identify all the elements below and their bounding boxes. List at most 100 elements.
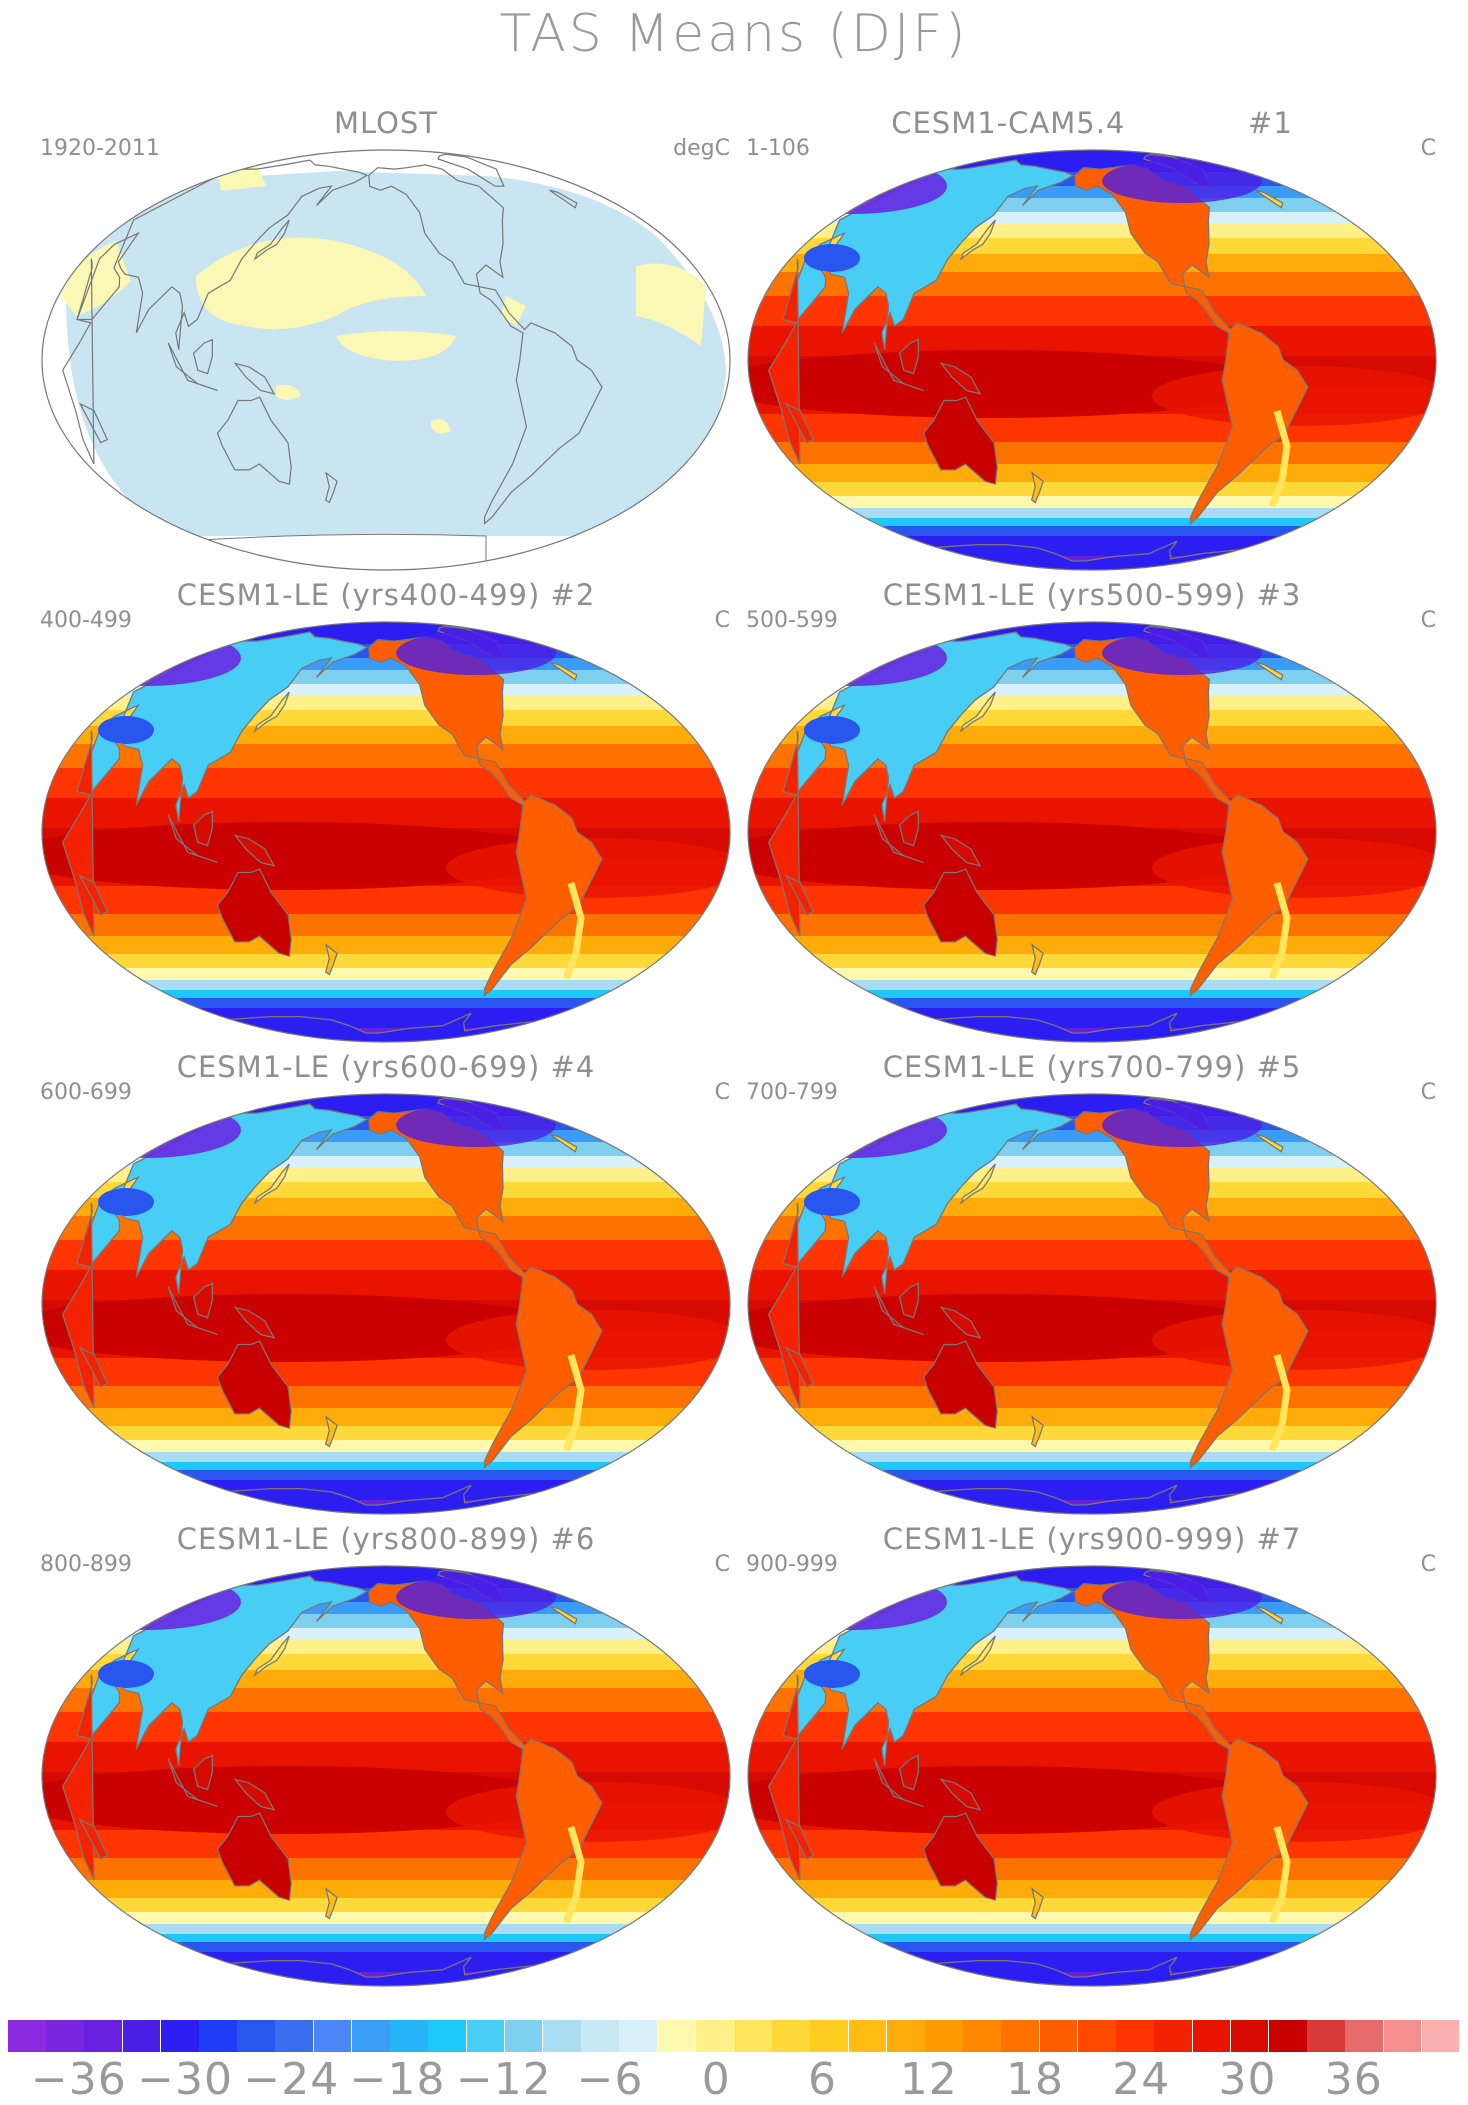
land-newguinea xyxy=(233,834,276,867)
map-border xyxy=(747,1093,1437,1515)
land-newguinea xyxy=(939,834,982,867)
colorbar-swatch xyxy=(428,2020,468,2052)
land-australia xyxy=(216,868,292,957)
land-indonesia1 xyxy=(873,342,924,392)
temperature-band xyxy=(748,1942,1436,1952)
panel-units: C xyxy=(714,1552,730,1577)
land-americas xyxy=(368,1580,603,1942)
coastline-madagascar xyxy=(78,402,109,444)
map-border xyxy=(747,1565,1437,1987)
warm-anomaly-patch xyxy=(61,241,131,316)
land-japan xyxy=(959,219,996,261)
colorbar-swatch xyxy=(542,2020,582,2052)
coastline-australia xyxy=(216,396,292,485)
temperature-band xyxy=(748,1142,1436,1156)
coastline-borneo xyxy=(192,338,213,375)
temperature-band xyxy=(42,1952,730,1972)
map-border xyxy=(747,621,1437,1043)
colorbar-swatch xyxy=(886,2020,926,2052)
panel-model-3: CESM1-LE (yrs500-599) #3 500-599 C xyxy=(742,578,1442,1046)
panel-title-text: CESM1-LE (yrs800-899) xyxy=(176,1522,541,1556)
land-indonesia1 xyxy=(873,1286,924,1336)
land-borneo xyxy=(192,810,213,847)
warm-anomaly-patch xyxy=(431,418,451,434)
panel-period: 700-799 xyxy=(746,1080,838,1105)
land-nz xyxy=(324,943,338,976)
temperature-band xyxy=(748,990,1436,998)
land-indonesia1 xyxy=(167,814,218,864)
land-madagascar xyxy=(78,1818,109,1860)
panel-number: #1 xyxy=(1248,106,1293,140)
panel-title-text: CESM1-LE (yrs500-599) xyxy=(882,578,1247,612)
colorbar-swatch xyxy=(695,2020,735,2052)
map-mlost xyxy=(41,149,731,571)
temperature-band xyxy=(748,1934,1436,1942)
cold-core xyxy=(757,1102,947,1158)
temperature-band xyxy=(748,464,1436,482)
temperature-band xyxy=(748,1880,1436,1898)
tibet-cold-spot xyxy=(98,716,154,744)
colorbar-tick-label: 18 xyxy=(1006,2054,1065,2105)
panel-title: CESM1-LE (yrs800-899) #6 xyxy=(36,1522,736,1556)
land-newguinea xyxy=(233,1306,276,1339)
temperature-band xyxy=(748,968,1436,980)
land-australia xyxy=(922,868,998,957)
panel-title-text: CESM1-LE (yrs700-799) xyxy=(882,1050,1247,1084)
land-indonesia1 xyxy=(167,1286,218,1336)
land-newguinea xyxy=(939,1306,982,1339)
cold-core xyxy=(757,158,947,214)
cold-core xyxy=(757,630,947,686)
colorbar-tick-label: 36 xyxy=(1324,2054,1383,2105)
coastline-asia xyxy=(76,159,369,350)
land-nz xyxy=(1030,471,1044,504)
panel-units: C xyxy=(1420,1552,1436,1577)
land-uk xyxy=(1255,189,1284,209)
temperature-band xyxy=(42,998,730,1008)
temperature-band xyxy=(42,1858,730,1880)
colorbar-tick-label: −36 xyxy=(30,2054,127,2105)
temperature-band xyxy=(42,1270,730,1300)
colorbar-tick-label: 24 xyxy=(1112,2054,1171,2105)
cold-core xyxy=(1102,631,1262,675)
coastline-americas xyxy=(368,164,603,525)
colorbar-swatch xyxy=(237,2020,276,2052)
temperature-band xyxy=(748,1270,1436,1300)
cold-core xyxy=(51,1102,241,1158)
cold-core xyxy=(51,630,241,686)
panel-title: CESM1-LE (yrs600-699) #4 xyxy=(36,1050,736,1084)
temperature-band xyxy=(42,936,730,954)
land-australia xyxy=(216,1812,292,1901)
temperature-band xyxy=(42,1742,730,1772)
temperature-band xyxy=(42,1386,730,1408)
land-australia xyxy=(922,1812,998,1901)
panel-title: CESM1-LE (yrs400-499) #2 xyxy=(36,578,736,612)
panel-model-5: CESM1-LE (yrs700-799) #5 700-799 C xyxy=(742,1050,1442,1518)
map-model-3 xyxy=(747,621,1437,1043)
cold-core xyxy=(1102,1575,1262,1619)
temperature-band xyxy=(748,1470,1436,1480)
temperature-band xyxy=(748,936,1436,954)
land-borneo xyxy=(192,1754,213,1791)
temperature-band xyxy=(748,1408,1436,1426)
land-borneo xyxy=(898,338,919,375)
temperature-band xyxy=(748,482,1436,496)
colorbar-swatch xyxy=(313,2020,353,2052)
colorbar-tick-label: −18 xyxy=(349,2054,446,2105)
map-model-1 xyxy=(747,149,1437,571)
land-australia xyxy=(922,396,998,485)
temperature-band xyxy=(42,1924,730,1934)
coastline-uk xyxy=(549,189,578,209)
land-americas xyxy=(1074,1580,1309,1942)
colorbar-swatch xyxy=(810,2020,850,2052)
andes-streak xyxy=(1268,882,1291,980)
land-borneo xyxy=(898,810,919,847)
land-indonesia1 xyxy=(873,1758,924,1808)
land-nz xyxy=(1030,1887,1044,1920)
panel-model-6: CESM1-LE (yrs800-899) #6 800-899 C xyxy=(36,1522,736,1990)
temperature-band xyxy=(42,1440,730,1452)
temperature-band xyxy=(748,1742,1436,1772)
panel-units: C xyxy=(1420,1080,1436,1105)
cold-core xyxy=(51,1574,241,1630)
colorbar-swatch xyxy=(848,2020,888,2052)
temperature-band xyxy=(42,1934,730,1942)
